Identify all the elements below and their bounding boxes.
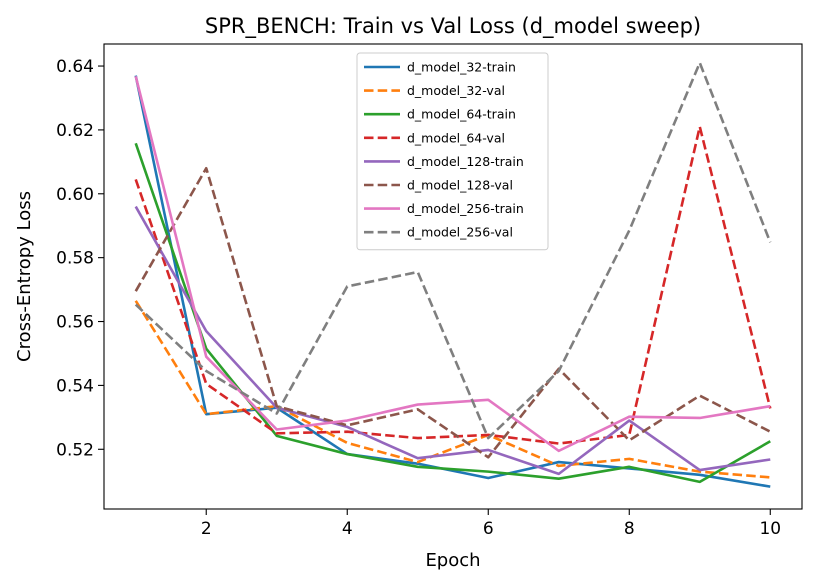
legend-label-d_model_128-val: d_model_128-val xyxy=(407,178,513,193)
series-line-d_model_128-train xyxy=(134,205,771,476)
legend-label-d_model_64-val: d_model_64-val xyxy=(407,130,505,145)
x-tick-label: 4 xyxy=(342,519,353,539)
x-tick-label: 8 xyxy=(624,519,635,539)
x-tick-label: 6 xyxy=(483,519,494,539)
y-tick-label: 0.52 xyxy=(56,440,94,460)
x-axis-ticks: 2 4 6 8 10 xyxy=(201,509,781,539)
series-line-d_model_256-val xyxy=(134,61,772,440)
legend-label-d_model_256-train: d_model_256-train xyxy=(407,201,524,216)
x-axis-label: Epoch xyxy=(425,550,480,571)
y-tick-label: 0.62 xyxy=(56,121,94,141)
legend-label-d_model_32-val: d_model_32-val xyxy=(407,83,505,98)
legend: d_model_32-train d_model_32-val d_model_64… xyxy=(356,52,549,251)
y-tick-label: 0.56 xyxy=(56,313,94,333)
series-line-d_model_64-val xyxy=(134,125,772,445)
series-line-d_model_128-val xyxy=(134,166,771,459)
legend-label-d_model_256-val: d_model_256-val xyxy=(407,225,513,240)
legend-label-d_model_64-train: d_model_64-train xyxy=(407,107,516,122)
chart-title: SPR_BENCH: Train vs Val Loss (d_model sw… xyxy=(205,14,701,39)
y-axis-label: Cross-Entropy Loss xyxy=(14,191,35,362)
legend-box xyxy=(356,52,549,251)
y-axis-ticks: 0.52 0.54 0.56 0.58 0.60 0.62 0.64 xyxy=(56,57,104,460)
series-line-d_model_32-val xyxy=(134,300,771,479)
axes-frame xyxy=(103,43,803,510)
y-tick-label: 0.54 xyxy=(56,376,94,396)
legend-label-d_model_32-train: d_model_32-train xyxy=(407,60,516,75)
y-tick-label: 0.60 xyxy=(56,185,94,205)
x-tick-label: 10 xyxy=(759,519,781,539)
legend-label-d_model_128-train: d_model_128-train xyxy=(407,154,524,169)
y-tick-label: 0.64 xyxy=(56,57,94,77)
plot-lines xyxy=(134,61,772,488)
y-tick-label: 0.58 xyxy=(56,249,94,269)
x-tick-label: 2 xyxy=(201,519,212,539)
